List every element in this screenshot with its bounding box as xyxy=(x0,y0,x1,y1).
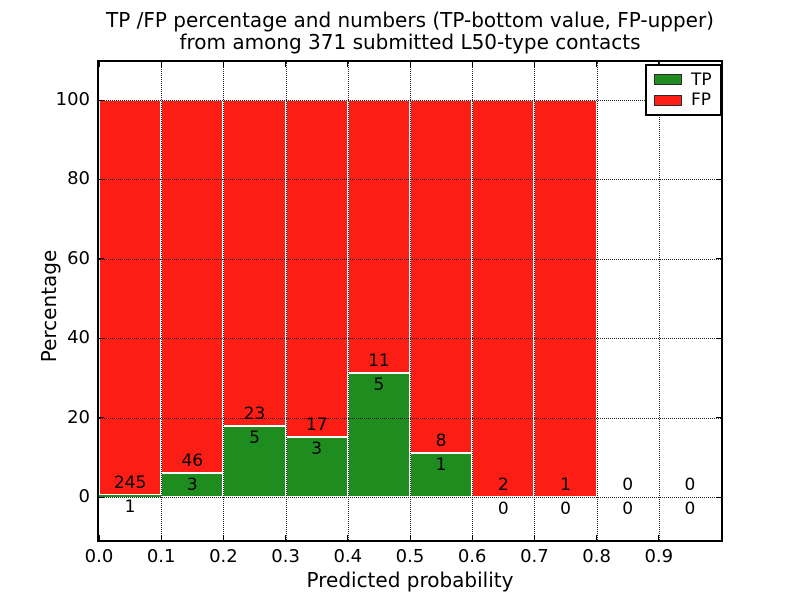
x-tick-label: 0.5 xyxy=(395,546,425,567)
tp-count-label: 5 xyxy=(373,374,385,395)
y-tick-mark-left xyxy=(99,496,104,498)
x-tick-label: 0.2 xyxy=(209,546,238,567)
fp-count-label: 1 xyxy=(560,475,571,495)
tp-count-label: 1 xyxy=(435,454,447,475)
legend-item-fp: FP xyxy=(654,91,720,109)
y-tick-label: 40 xyxy=(67,327,90,349)
x-tick-label: 0.6 xyxy=(457,546,487,567)
tp-count-label: 0 xyxy=(560,499,571,519)
grid-line-vertical xyxy=(472,62,474,540)
x-tick-mark-top xyxy=(99,62,100,67)
fp-count-label: 8 xyxy=(435,430,447,451)
x-tick-label: 0.4 xyxy=(333,546,363,567)
y-tick-mark-right xyxy=(716,417,721,419)
legend-label-tp: TP xyxy=(691,69,712,90)
legend-item-tp: TP xyxy=(654,71,720,89)
tp-count-label: 3 xyxy=(186,474,198,495)
x-tick-mark-top xyxy=(347,62,349,67)
x-tick-mark-bottom xyxy=(533,535,535,540)
gridlines-layer xyxy=(99,62,721,540)
tp-count-label: 0 xyxy=(497,499,509,519)
fp-count-label: 0 xyxy=(684,475,696,495)
y-tick-label: 100 xyxy=(55,89,90,110)
x-tick-label: 0.7 xyxy=(520,546,549,567)
fp-count-label: 23 xyxy=(243,404,266,425)
legend: TP FP xyxy=(645,64,722,116)
y-tick-mark-right xyxy=(716,258,721,260)
chart-title-line1: TP /FP percentage and numbers (TP-bottom… xyxy=(106,8,714,32)
tp-count-label: 3 xyxy=(311,439,323,460)
x-tick-label: 0.8 xyxy=(582,546,611,567)
x-tick-mark-top xyxy=(596,62,598,67)
tp-count-label: 1 xyxy=(124,497,136,518)
x-tick-mark-top xyxy=(533,62,535,67)
x-tick-mark-bottom xyxy=(596,535,598,540)
y-tick-label: 60 xyxy=(67,247,90,269)
grid-line-vertical xyxy=(410,62,411,540)
grid-line-vertical xyxy=(658,62,660,540)
grid-line-vertical xyxy=(347,62,349,540)
y-tick-label: 20 xyxy=(67,406,90,428)
y-tick-mark-left xyxy=(99,337,104,339)
chart-title: TP /FP percentage and numbers (TP-bottom… xyxy=(20,9,800,53)
y-tick-label: 80 xyxy=(67,168,90,190)
bar-count-labels-layer: 245 1 46 3 23 5 17 3 11 5 8 1 2 0 1 0 0 0 0 0 xyxy=(99,62,721,540)
grid-line-vertical xyxy=(596,62,598,540)
grid-line-vertical xyxy=(161,62,163,540)
bar-tp xyxy=(410,452,473,497)
fp-count-label: 245 xyxy=(113,473,147,494)
tp-swatch-icon xyxy=(654,74,682,86)
fp-count-label: 0 xyxy=(622,475,634,495)
fp-count-label: 2 xyxy=(497,475,509,495)
bar-tp xyxy=(99,495,162,497)
tp-count-label: 0 xyxy=(684,499,696,519)
y-tick-mark-left xyxy=(99,178,104,180)
x-tick-mark-bottom xyxy=(160,535,162,540)
plot-area: 245 1 46 3 23 5 17 3 11 5 8 1 2 0 1 0 0 0 0 0 xyxy=(97,60,723,542)
x-tick-mark-top xyxy=(409,62,411,67)
bar-fp xyxy=(99,100,162,496)
y-tick-mark-right xyxy=(716,496,721,498)
x-tick-mark-bottom xyxy=(222,535,224,540)
x-tick-mark-bottom xyxy=(99,535,100,540)
tp-count-label: 0 xyxy=(622,499,634,519)
fp-count-label: 17 xyxy=(305,415,328,436)
x-tick-label: 0.1 xyxy=(146,546,176,567)
x-axis-label: Predicted probability xyxy=(306,568,514,592)
x-tick-mark-bottom xyxy=(285,535,287,540)
x-tick-mark-top xyxy=(222,62,224,67)
x-tick-mark-bottom xyxy=(658,535,660,540)
y-tick-label: 0 xyxy=(78,486,90,507)
grid-line-vertical xyxy=(223,62,225,540)
x-tick-mark-bottom xyxy=(347,535,349,540)
fp-swatch-icon xyxy=(654,94,682,106)
grid-line-vertical xyxy=(534,62,536,540)
x-tick-mark-top xyxy=(160,62,162,67)
x-tick-label: 0.0 xyxy=(84,546,114,567)
fp-count-label: 11 xyxy=(368,350,390,371)
tp-count-label: 5 xyxy=(249,428,260,449)
fp-count-label: 46 xyxy=(181,450,204,471)
x-tick-mark-bottom xyxy=(471,535,473,540)
bars-layer xyxy=(99,62,721,540)
y-tick-mark-right xyxy=(716,337,721,339)
y-tick-mark-left xyxy=(99,99,104,101)
y-tick-mark-left xyxy=(99,258,104,260)
x-tick-mark-bottom xyxy=(409,535,411,540)
y-tick-mark-right xyxy=(716,178,721,180)
x-tick-mark-top xyxy=(285,62,287,67)
x-tick-label: 0.3 xyxy=(271,546,300,567)
chart-title-line2: from among 371 submitted L50-type contac… xyxy=(179,30,641,54)
bar-fp xyxy=(161,100,224,473)
x-tick-mark-top xyxy=(471,62,473,67)
bar-tp xyxy=(161,472,224,497)
legend-label-fp: FP xyxy=(691,90,712,111)
bar-fp xyxy=(347,100,410,373)
x-tick-label: 0.9 xyxy=(644,546,674,567)
grid-line-vertical xyxy=(285,62,287,540)
y-tick-mark-left xyxy=(99,417,104,419)
